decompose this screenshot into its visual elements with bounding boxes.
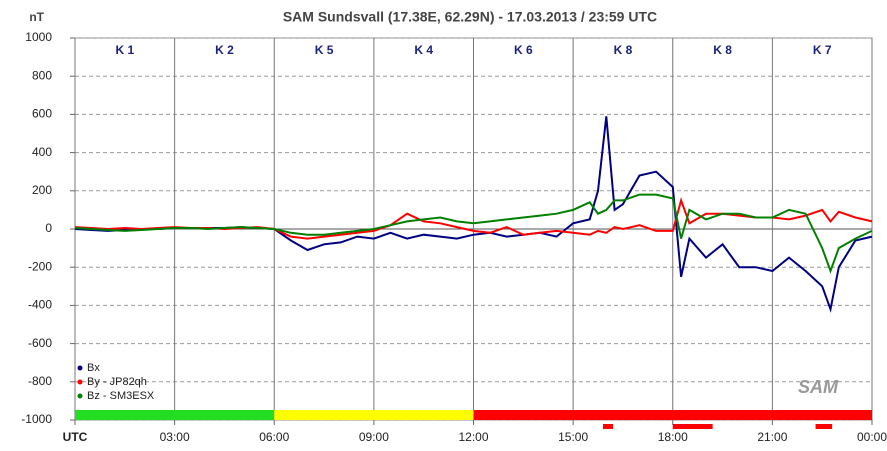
y-tick-label: 0	[45, 221, 52, 235]
legend-label: Bx	[87, 362, 100, 374]
k-index-label: K 1	[115, 43, 134, 57]
y-tick-label: 400	[32, 145, 52, 159]
legend-label: Bz - SM3ESX	[87, 390, 155, 402]
k-index-label: K 8	[614, 43, 633, 57]
x-tick-label: 00:00	[857, 430, 887, 444]
y-tick-label: -1000	[21, 412, 52, 426]
x-tick-label: 03:00	[160, 430, 190, 444]
x-tick-label: 15:00	[558, 430, 588, 444]
activity-band	[75, 410, 275, 420]
k-index-label: K 7	[813, 43, 832, 57]
k-index-label: K 4	[414, 43, 433, 57]
activity-band	[274, 410, 474, 420]
legend-marker	[77, 393, 83, 399]
y-axis-label: nT	[29, 10, 44, 24]
x-tick-label: 21:00	[757, 430, 787, 444]
y-tick-label: 1000	[25, 30, 52, 44]
y-tick-label: 600	[32, 107, 52, 121]
x-tick-label: UTC	[63, 430, 88, 444]
activity-band	[473, 410, 872, 420]
k-index-label: K 8	[713, 43, 732, 57]
chart-title: SAM Sundsvall (17.38E, 62.29N) - 17.03.2…	[283, 9, 657, 25]
y-tick-label: -600	[28, 336, 52, 350]
y-tick-label: 800	[32, 68, 52, 82]
x-tick-label: 18:00	[658, 430, 688, 444]
legend-marker	[77, 365, 83, 371]
logo: SAM	[798, 377, 839, 397]
legend-label: By - JP82qh	[87, 376, 147, 388]
y-tick-label: 200	[32, 183, 52, 197]
x-tick-label: 12:00	[458, 430, 488, 444]
alert-mark	[672, 424, 713, 429]
k-index-label: K 6	[514, 43, 533, 57]
x-tick-label: 06:00	[259, 430, 289, 444]
alert-mark	[815, 424, 833, 429]
legend-marker	[77, 379, 83, 385]
k-index-label: K 2	[215, 43, 234, 57]
y-tick-label: -200	[28, 259, 52, 273]
k-index-label: K 5	[315, 43, 334, 57]
alert-mark	[603, 424, 613, 429]
y-tick-label: -400	[28, 298, 52, 312]
y-tick-label: -800	[28, 374, 52, 388]
x-tick-label: 09:00	[359, 430, 389, 444]
series-line	[74, 193, 873, 274]
